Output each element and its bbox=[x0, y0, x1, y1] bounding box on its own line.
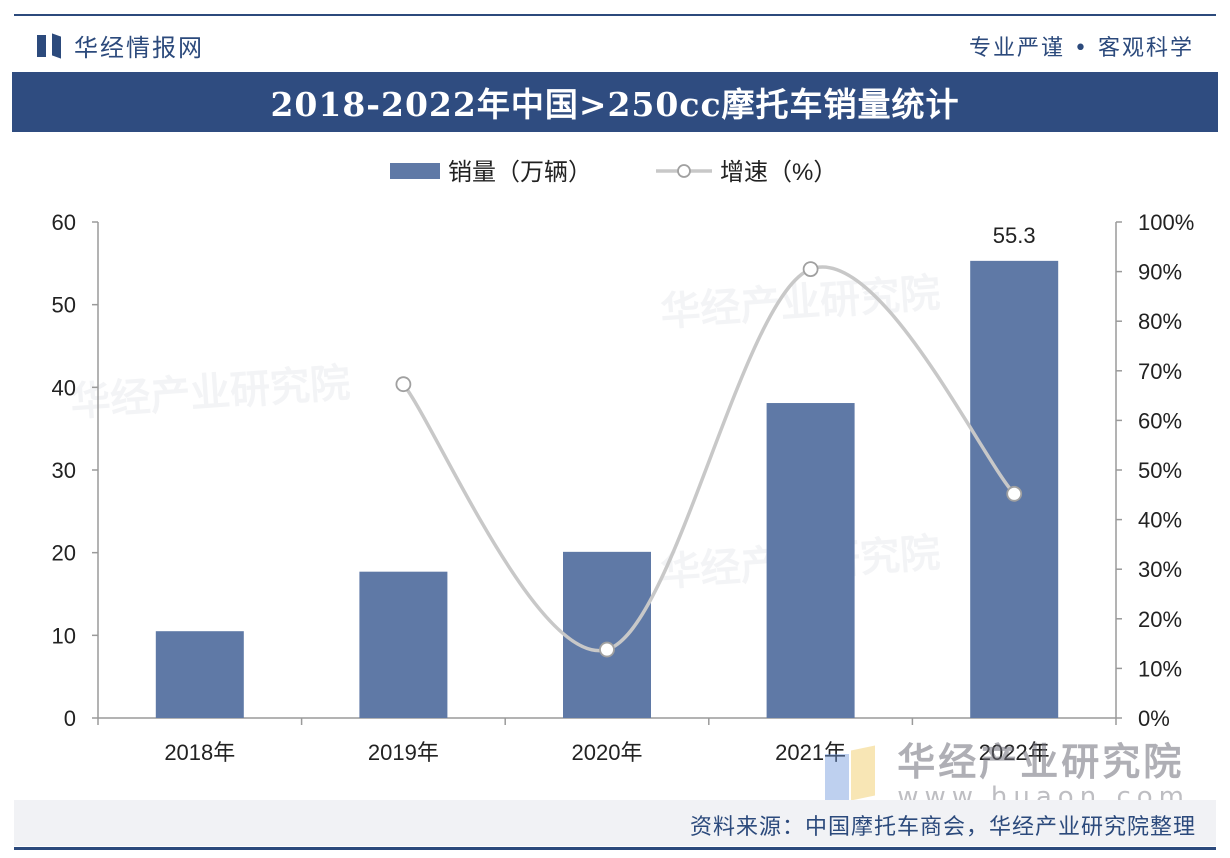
x-tick-label: 2018年 bbox=[164, 740, 235, 765]
y-left-tick-label: 50 bbox=[52, 293, 76, 318]
bar bbox=[155, 631, 244, 718]
y-right-tick-label: 30% bbox=[1138, 557, 1182, 582]
x-tick-label: 2020年 bbox=[572, 740, 643, 765]
x-tick-label: 2019年 bbox=[368, 740, 439, 765]
legend-line-label: 增速（%） bbox=[720, 159, 837, 186]
bottom-border bbox=[14, 847, 1216, 850]
bar bbox=[563, 551, 651, 718]
top-border bbox=[14, 14, 1216, 16]
bar-data-label: 55.3 bbox=[993, 223, 1036, 248]
x-tick-label: 2022年 bbox=[979, 740, 1050, 765]
y-right-tick-label: 40% bbox=[1138, 508, 1182, 533]
bar bbox=[359, 571, 448, 718]
y-left-tick-label: 0 bbox=[64, 706, 76, 731]
brand-name: 华经情报网 bbox=[74, 34, 204, 62]
growth-point bbox=[802, 261, 819, 278]
huajing-logo-icon bbox=[36, 32, 62, 59]
y-right-tick-label: 10% bbox=[1138, 656, 1182, 681]
chart-title: 2018-2022年中国>250cc摩托车销量统计 bbox=[270, 85, 960, 124]
y-right-tick-label: 70% bbox=[1138, 359, 1182, 384]
growth-point bbox=[1006, 485, 1023, 502]
source-bar: 资料来源：中国摩托车商会，华经产业研究院整理 bbox=[14, 800, 1216, 846]
y-right-tick-label: 90% bbox=[1138, 260, 1182, 285]
x-tick-label: 2021年 bbox=[775, 740, 846, 765]
bar bbox=[766, 403, 855, 718]
brand: 华经情报网 bbox=[36, 28, 204, 63]
growth-point bbox=[395, 376, 412, 393]
y-left-tick-label: 60 bbox=[52, 210, 76, 235]
y-right-tick-label: 80% bbox=[1138, 309, 1182, 334]
y-right-tick-label: 100% bbox=[1138, 210, 1194, 235]
title-bar: 2018-2022年中国>250cc摩托车销量统计 bbox=[12, 72, 1218, 132]
y-right-tick-label: 60% bbox=[1138, 408, 1182, 433]
huaon-logo-icon bbox=[821, 744, 887, 810]
y-right-tick-label: 50% bbox=[1138, 458, 1182, 483]
legend-bar-swatch bbox=[390, 163, 440, 179]
growth-point bbox=[599, 641, 615, 658]
y-right-tick-label: 0% bbox=[1138, 706, 1170, 731]
y-left-tick-label: 30 bbox=[52, 458, 76, 483]
header: 华经情报网 专业严谨 • 客观科学 bbox=[14, 18, 1216, 68]
y-right-tick-label: 20% bbox=[1138, 607, 1182, 632]
y-left-tick-label: 20 bbox=[52, 541, 76, 566]
y-left-tick-label: 40 bbox=[52, 375, 76, 400]
source-note: 资料来源：中国摩托车商会，华经产业研究院整理 bbox=[689, 815, 1196, 840]
legend-line-marker bbox=[677, 164, 691, 178]
watermark-brand-name: 华经产业研究院 bbox=[897, 740, 1185, 784]
chart: 0 10 20 30 40 50 60 0% 10% 20% 30% 40% 50% 60% 70% 80% 9… bbox=[52, 159, 1195, 765]
legend-bar-label: 销量（万辆） bbox=[448, 159, 592, 186]
growth-line bbox=[402, 265, 1016, 653]
y-left-tick-label: 10 bbox=[52, 623, 76, 648]
slogan: 专业严谨 • 客观科学 bbox=[969, 36, 1194, 61]
